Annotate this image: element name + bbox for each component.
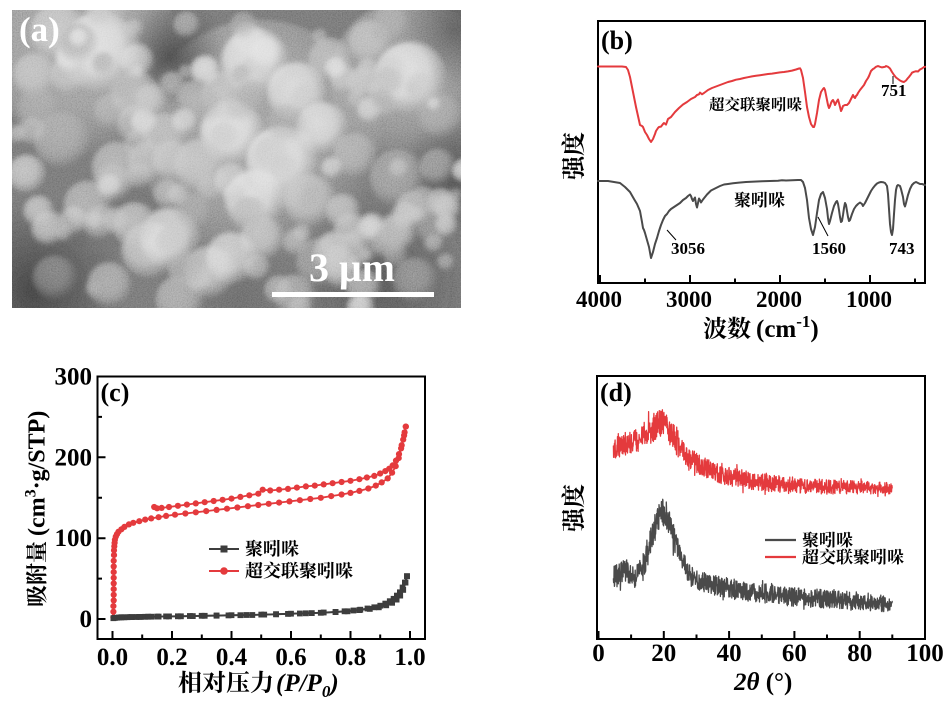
svg-text:(a): (a) [19, 10, 60, 49]
svg-text:751: 751 [881, 81, 907, 100]
svg-text:(P/P0): (P/P0) [276, 670, 339, 701]
svg-text:0: 0 [80, 606, 93, 633]
svg-text:3000: 3000 [666, 287, 712, 312]
svg-text:80: 80 [847, 640, 872, 667]
svg-text:0.0: 0.0 [97, 644, 128, 671]
svg-text:(cm-1): (cm-1) [756, 312, 819, 343]
svg-text:2θ (°): 2θ (°) [733, 669, 792, 696]
svg-text:300: 300 [55, 364, 93, 391]
svg-text:2000: 2000 [756, 287, 802, 312]
svg-text:0: 0 [592, 640, 605, 667]
svg-text:1560: 1560 [812, 239, 846, 258]
svg-text:100: 100 [55, 525, 93, 552]
svg-text:(c): (c) [101, 378, 130, 407]
svg-text:(b): (b) [601, 26, 633, 55]
svg-text:0.2: 0.2 [156, 644, 187, 671]
svg-text:0.6: 0.6 [275, 644, 306, 671]
svg-text:200: 200 [55, 444, 93, 471]
svg-text:(cm3·g/STP): (cm3·g/STP) [23, 411, 51, 536]
svg-text:40: 40 [717, 640, 742, 667]
svg-text:1000: 1000 [846, 287, 892, 312]
svg-text:20: 20 [651, 640, 676, 667]
svg-text:1.0: 1.0 [394, 644, 425, 671]
svg-text:100: 100 [906, 640, 944, 667]
svg-text:(d): (d) [600, 378, 632, 407]
svg-text:3 μm: 3 μm [309, 245, 395, 290]
svg-text:0.4: 0.4 [216, 644, 248, 671]
svg-text:3056: 3056 [671, 239, 705, 258]
svg-text:60: 60 [782, 640, 807, 667]
svg-text:743: 743 [889, 239, 915, 258]
svg-text:4000: 4000 [576, 287, 622, 312]
svg-text:0.8: 0.8 [335, 644, 366, 671]
